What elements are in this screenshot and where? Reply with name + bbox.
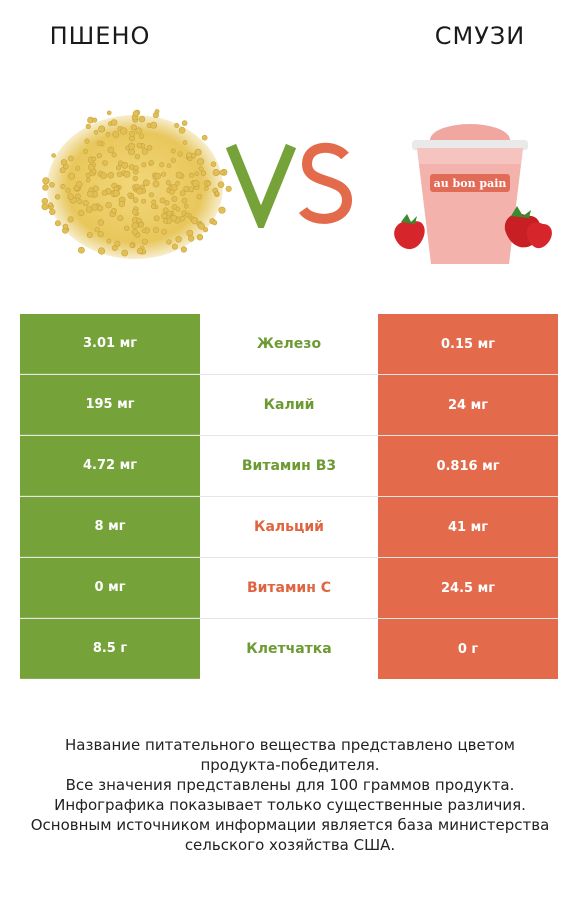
nutrient-label: Железо: [200, 314, 378, 374]
right-product-title: СМУЗИ: [434, 22, 526, 50]
left-value: 3.01 мг: [20, 314, 200, 374]
left-value: 0 мг: [20, 558, 200, 618]
footnote-line: Все значения представлены для 100 граммо…: [65, 776, 515, 794]
footnote: Название питательного вещества представл…: [20, 735, 560, 855]
table-row: 195 мг Калий 24 мг: [20, 375, 558, 436]
right-value: 0 г: [378, 619, 558, 679]
nutrient-label: Калий: [200, 375, 378, 435]
footnote-line: продукта-победителя.: [200, 756, 380, 774]
vs-label: [225, 142, 353, 228]
smoothie-image: au bon pain: [394, 124, 552, 264]
nutrient-label: Кальций: [200, 497, 378, 557]
left-product-title: ПШЕНО: [49, 22, 151, 50]
table-row: 8.5 г Клетчатка 0 г: [20, 619, 558, 679]
right-value: 24 мг: [378, 375, 558, 435]
nutrient-label: Витамин C: [200, 558, 378, 618]
right-value: 0.15 мг: [378, 314, 558, 374]
left-value: 195 мг: [20, 375, 200, 435]
nutrient-label: Витамин B3: [200, 436, 378, 496]
table-row: 0 мг Витамин C 24.5 мг: [20, 558, 558, 619]
millet-image: [41, 109, 232, 259]
footnote-line: сельского хозяйства США.: [184, 836, 396, 854]
cup-brand-text: au bon pain: [434, 177, 507, 190]
right-value: 24.5 мг: [378, 558, 558, 618]
left-value: 4.72 мг: [20, 436, 200, 496]
table-row: 8 мг Кальций 41 мг: [20, 497, 558, 558]
footnote-line: Инфографика показывает только существенн…: [54, 796, 526, 814]
strawberry-right-icon: [504, 206, 552, 249]
footnote-line: Основным источником информации является …: [30, 816, 550, 834]
footnote-line: Название питательного вещества представл…: [65, 736, 515, 754]
right-value: 41 мг: [378, 497, 558, 557]
left-value: 8 мг: [20, 497, 200, 557]
nutrient-label: Клетчатка: [200, 619, 378, 679]
left-value: 8.5 г: [20, 619, 200, 679]
table-row: 4.72 мг Витамин B3 0.816 мг: [20, 436, 558, 497]
comparison-table: 3.01 мг Железо 0.15 мг 195 мг Калий 24 м…: [20, 314, 558, 679]
strawberry-left-icon: [394, 214, 425, 250]
table-row: 3.01 мг Железо 0.15 мг: [20, 314, 558, 375]
right-value: 0.816 мг: [378, 436, 558, 496]
